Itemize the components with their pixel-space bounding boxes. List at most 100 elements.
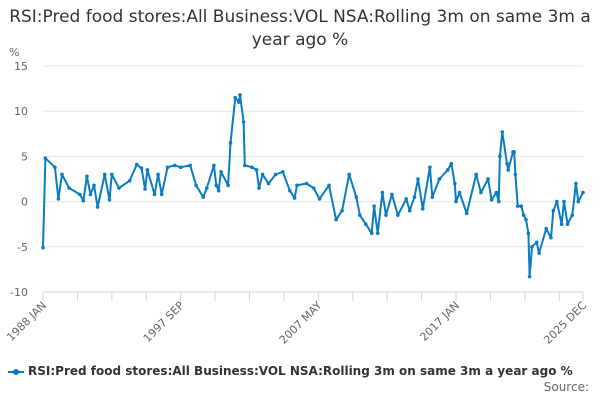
data-point: [375, 231, 380, 236]
data-point: [238, 93, 242, 97]
data-point: [334, 217, 338, 222]
y-axis-unit-label: %: [9, 46, 19, 59]
data-point: [67, 186, 71, 190]
data-point: [437, 177, 442, 181]
data-point: [581, 190, 585, 195]
data-point: [241, 120, 246, 124]
data-point: [242, 163, 247, 168]
legend-item[interactable]: RSI:Pred food stores:All Business:VOL NS…: [8, 364, 573, 378]
data-point: [354, 195, 359, 199]
data-point: [204, 186, 209, 190]
data-point: [407, 208, 412, 213]
series-line: [42, 93, 584, 278]
source-label: Source:: [543, 380, 589, 394]
data-point: [347, 172, 351, 177]
x-tick-label: 1997 SEP: [141, 299, 187, 345]
data-point: [214, 183, 219, 188]
data-point: [526, 231, 531, 236]
data-point: [412, 195, 417, 199]
data-point: [521, 213, 526, 217]
data-point: [201, 195, 206, 199]
data-point: [428, 165, 432, 170]
data-point: [515, 204, 520, 208]
data-point: [102, 172, 107, 177]
data-point: [53, 165, 57, 170]
legend-label: RSI:Pred food stores:All Business:VOL NS…: [28, 364, 573, 378]
data-point: [127, 179, 132, 183]
data-point: [457, 190, 462, 195]
data-point: [139, 166, 144, 170]
y-tick-label: 0: [21, 196, 28, 209]
data-point: [506, 168, 511, 172]
data-point: [156, 172, 160, 177]
data-point: [172, 163, 177, 168]
data-point: [445, 168, 450, 172]
data-point: [43, 156, 48, 161]
data-point: [188, 163, 192, 168]
data-point: [260, 172, 265, 177]
data-point: [494, 190, 499, 195]
data-point: [454, 199, 458, 204]
data-point: [250, 165, 254, 170]
data-point: [88, 192, 93, 197]
data-point: [537, 251, 541, 255]
data-point: [486, 177, 490, 181]
data-point: [358, 213, 362, 217]
data-point: [396, 213, 400, 217]
data-point: [340, 208, 344, 213]
data-point: [228, 141, 233, 145]
data-point: [107, 197, 112, 202]
data-point: [143, 187, 147, 191]
data-point: [219, 169, 223, 174]
data-point: [384, 213, 388, 217]
data-point: [212, 163, 216, 168]
data-point: [449, 161, 454, 166]
data-point: [85, 174, 89, 179]
data-point: [549, 235, 553, 240]
data-point: [512, 150, 516, 154]
data-point: [474, 172, 478, 177]
x-tick-label: 2017 JAN: [417, 299, 462, 344]
data-point: [524, 217, 528, 222]
data-point: [60, 172, 64, 177]
data-point: [551, 208, 556, 213]
y-tick-label: 10: [14, 105, 28, 118]
data-point: [226, 183, 230, 188]
x-tick-label: 2007 MAY: [277, 299, 325, 347]
data-point: [562, 199, 566, 204]
data-point: [576, 199, 581, 204]
data-point: [295, 183, 299, 188]
data-point: [364, 222, 368, 226]
data-point: [237, 100, 241, 104]
data-point: [41, 245, 45, 250]
data-point: [304, 181, 309, 186]
data-point: [420, 207, 425, 211]
data-point: [498, 154, 502, 159]
data-point: [496, 199, 501, 204]
data-point: [159, 192, 164, 197]
y-tick-label: 5: [21, 150, 28, 163]
data-point: [311, 186, 316, 190]
data-point: [194, 183, 198, 188]
data-point: [288, 188, 292, 193]
x-tick-label: 1988 JAN: [4, 299, 49, 344]
data-point: [117, 186, 121, 190]
data-point: [530, 245, 534, 249]
data-point: [570, 213, 575, 217]
data-point: [464, 211, 469, 216]
data-point: [77, 192, 82, 197]
data-point: [380, 190, 385, 195]
data-point: [489, 197, 494, 202]
data-point: [145, 168, 150, 172]
data-point: [555, 199, 559, 204]
data-point: [165, 165, 170, 170]
data-point: [479, 190, 483, 195]
data-point: [81, 198, 86, 203]
x-tick-label: 2025 DEC: [541, 299, 589, 347]
data-point: [559, 222, 564, 226]
data-point: [317, 197, 322, 201]
data-point: [92, 183, 96, 188]
data-point: [134, 162, 139, 167]
data-point: [56, 197, 61, 201]
data-point: [266, 181, 271, 186]
